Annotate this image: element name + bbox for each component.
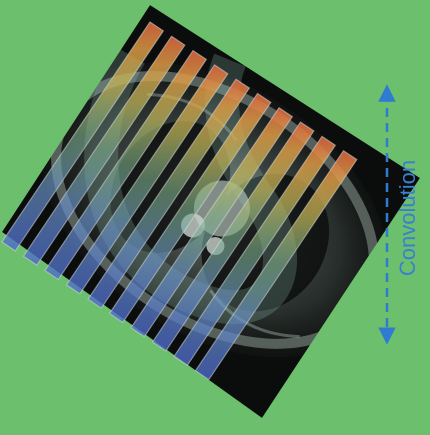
- slice-strips: [1, 21, 358, 381]
- slice-strip: [87, 78, 251, 309]
- slice-strip: [22, 35, 186, 266]
- slice-strip: [108, 92, 272, 324]
- slice-strip: [173, 135, 337, 367]
- slice-strip: [44, 49, 208, 281]
- convolution-label: Convolution: [395, 159, 420, 277]
- slice-strip: [151, 121, 315, 352]
- slice-strip: [1, 21, 165, 252]
- slice-strip: [130, 106, 294, 338]
- slice-strip: [194, 149, 358, 381]
- slice-strip: [65, 64, 229, 295]
